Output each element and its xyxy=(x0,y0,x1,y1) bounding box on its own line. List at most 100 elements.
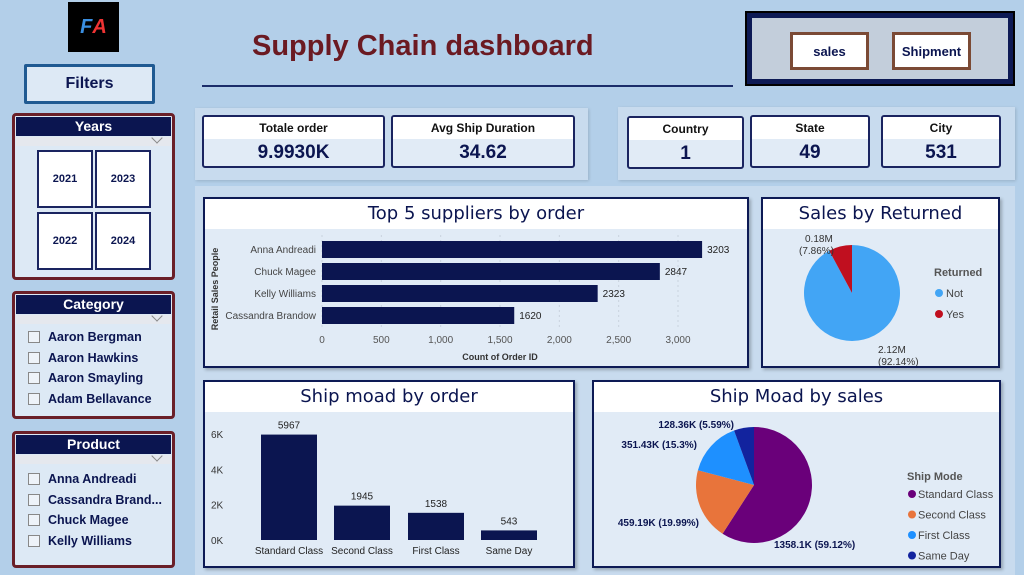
legend-label: First Class xyxy=(918,530,970,542)
product-list-item[interactable]: Anna Andreadi xyxy=(15,469,172,490)
data-label: 5967 xyxy=(278,421,301,432)
logo-mark-2: A xyxy=(92,15,107,38)
ship-mode-by-order-chart: Ship moad by order 0K 2K 4K 6K 5967 Standard … xyxy=(203,380,575,568)
legend-marker xyxy=(935,310,943,318)
legend-marker xyxy=(908,531,916,539)
checkbox[interactable] xyxy=(28,331,40,344)
list-item-label: Aaron Bergman xyxy=(48,330,142,345)
chevron-down-icon[interactable] xyxy=(16,315,171,324)
product-list-item[interactable]: Cassandra Brand... xyxy=(15,490,172,511)
year-2022-tile[interactable]: 2022 xyxy=(37,212,93,270)
bar xyxy=(322,263,660,280)
kpi-card-city: City 531 xyxy=(881,115,1001,168)
x-tick-label: Same Day xyxy=(486,546,533,557)
sales-page-button[interactable]: sales xyxy=(790,32,869,70)
list-item-label: Aaron Smayling xyxy=(48,371,144,386)
checkbox[interactable] xyxy=(28,514,40,527)
y-tick-label: Cassandra Brandow xyxy=(225,311,316,322)
data-label: 1945 xyxy=(351,492,374,503)
y-tick-label: 6K xyxy=(211,430,224,441)
x-tick-label: 1,000 xyxy=(428,335,453,346)
category-list-item[interactable]: Aaron Smayling xyxy=(15,368,172,389)
chart-title: Top 5 suppliers by order xyxy=(205,199,747,229)
page-navigator: sales Shipment xyxy=(745,11,1015,86)
page-title: Supply Chain dashboard xyxy=(252,30,594,62)
list-item-label: Adam Bellavance xyxy=(48,391,152,406)
checkbox[interactable] xyxy=(28,372,40,385)
category-list-item[interactable]: Aaron Bergman xyxy=(15,327,172,348)
data-label: 459.19K (19.99%) xyxy=(618,518,699,529)
pie-slice xyxy=(697,430,754,485)
year-2024-tile[interactable]: 2024 xyxy=(95,212,151,270)
legend-title: Returned xyxy=(934,267,982,279)
logo-mark: F xyxy=(80,15,93,38)
checkbox[interactable] xyxy=(28,493,40,506)
checkbox[interactable] xyxy=(28,392,40,405)
legend-label: Not xyxy=(946,288,963,300)
data-label: 351.43K (15.3%) xyxy=(621,440,697,451)
data-label: 543 xyxy=(501,516,518,527)
kpi-card-state: State 49 xyxy=(750,115,870,168)
chevron-down-icon[interactable] xyxy=(16,137,171,146)
year-2021-tile[interactable]: 2021 xyxy=(37,150,93,208)
kpi-value: 49 xyxy=(799,142,821,163)
list-item-label: Cassandra Brand... xyxy=(48,492,162,507)
product-list-item[interactable]: Kelly Williams xyxy=(15,531,172,552)
kpi-card-avg-ship-duration: Avg Ship Duration 34.62 xyxy=(391,115,575,168)
x-tick-label: Standard Class xyxy=(255,546,323,557)
year-2023-tile[interactable]: 2023 xyxy=(95,150,151,208)
product-list-item[interactable]: Chuck Magee xyxy=(15,510,172,531)
x-tick-label: Second Class xyxy=(331,546,393,557)
kpi-label: Totale order xyxy=(204,117,383,139)
bar xyxy=(408,512,464,540)
kpi-label: State xyxy=(752,117,868,139)
legend-label: Yes xyxy=(946,309,964,321)
pie-slice xyxy=(696,470,754,534)
bar xyxy=(334,505,390,540)
kpi-value: 531 xyxy=(925,142,957,163)
data-label: 128.36K (5.59%) xyxy=(658,420,734,431)
filters-button[interactable]: Filters xyxy=(24,64,155,104)
kpi-card-total-order: Totale order 9.9930K xyxy=(202,115,385,168)
checkbox[interactable] xyxy=(28,534,40,547)
y-tick-label: Kelly Williams xyxy=(254,289,316,300)
shipment-page-button[interactable]: Shipment xyxy=(892,32,971,70)
chevron-down-icon[interactable] xyxy=(16,455,171,464)
product-slicer: Product Anna Andreadi Cassandra Brand... C… xyxy=(12,431,175,568)
category-slicer-title: Category xyxy=(16,295,171,314)
kpi-value: 1 xyxy=(680,143,691,164)
data-label: 0.18M xyxy=(805,234,833,245)
category-list-item[interactable]: Aaron Hawkins xyxy=(15,348,172,369)
chart-title: Sales by Returned xyxy=(763,199,998,229)
product-slicer-title: Product xyxy=(16,435,171,454)
y-tick-label: 4K xyxy=(211,465,224,476)
ship-mode-by-sales-chart: Ship Moad by sales 1358.1K (59.12%) 459.1… xyxy=(592,380,1001,568)
data-label: (92.14%) xyxy=(878,357,919,368)
legend-title: Ship Mode xyxy=(907,471,963,483)
years-slicer: Years 2021 2023 2022 2024 xyxy=(12,113,175,280)
title-underline xyxy=(202,85,733,87)
list-item-label: Anna Andreadi xyxy=(48,472,137,487)
top-suppliers-chart: Top 5 suppliers by order 0 500 1,000 1,500 2… xyxy=(203,197,749,368)
legend-marker xyxy=(908,490,916,498)
chart-title: Ship Moad by sales xyxy=(594,382,999,412)
kpi-label: City xyxy=(883,117,999,139)
y-axis-title: Retail Sales People xyxy=(210,248,220,331)
bar xyxy=(322,241,703,258)
list-item-label: Chuck Magee xyxy=(48,513,129,528)
x-tick-label: 2,500 xyxy=(606,335,631,346)
kpi-label: Avg Ship Duration xyxy=(393,117,573,139)
category-list-item[interactable]: Adam Bellavance xyxy=(15,389,172,410)
x-tick-label: 500 xyxy=(373,335,390,346)
data-label: 2.12M xyxy=(878,345,906,356)
legend-label: Standard Class xyxy=(918,489,994,501)
kpi-card-country: Country 1 xyxy=(627,116,744,169)
data-label: 1620 xyxy=(519,311,542,322)
data-label: 2847 xyxy=(665,267,688,278)
bar xyxy=(481,530,537,540)
sales-by-returned-chart: Sales by Returned 0.18M (7.86%) 2.12M (92.1… xyxy=(761,197,1000,368)
checkbox[interactable] xyxy=(28,351,40,364)
data-label: 1538 xyxy=(425,499,448,510)
checkbox[interactable] xyxy=(28,473,40,486)
x-tick-label: 1,500 xyxy=(487,335,512,346)
